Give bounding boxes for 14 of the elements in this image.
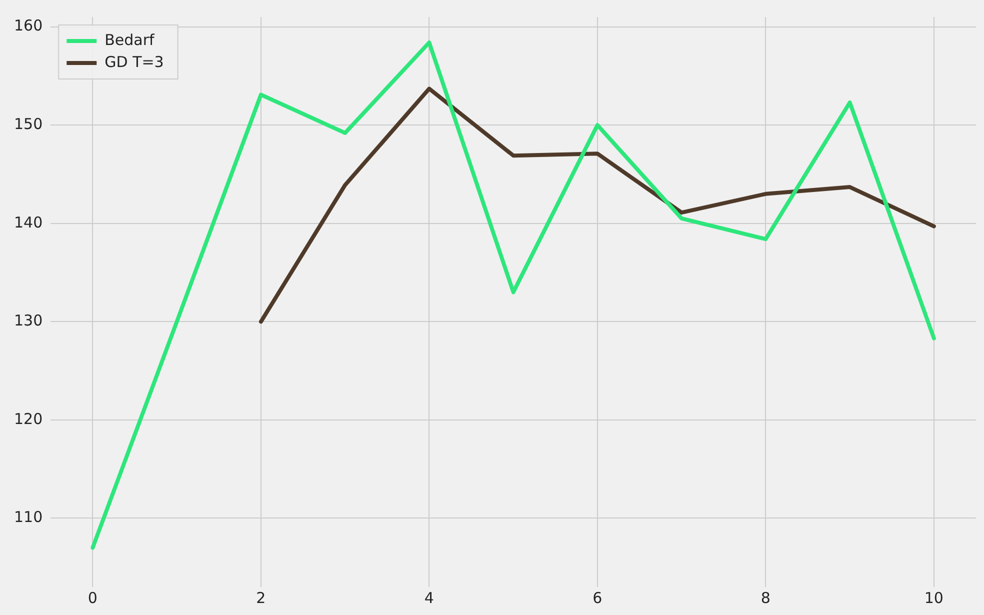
y-tick-label: 130 <box>14 312 43 330</box>
x-tick-label: 10 <box>924 588 944 607</box>
x-tick-label: 6 <box>592 588 602 607</box>
x-tick-label: 8 <box>760 588 770 607</box>
x-tick-label: 2 <box>256 588 266 607</box>
legend-label: GD T=3 <box>104 52 164 71</box>
x-tick-label: 0 <box>88 588 98 607</box>
y-tick-label: 150 <box>14 114 43 133</box>
x-tick-label: 4 <box>424 588 434 607</box>
y-tick-label: 140 <box>14 213 43 232</box>
legend-label: Bedarf <box>104 30 156 49</box>
y-tick-label: 120 <box>14 410 43 428</box>
y-tick-label: 110 <box>14 508 43 526</box>
y-tick-label: 160 <box>14 16 43 35</box>
